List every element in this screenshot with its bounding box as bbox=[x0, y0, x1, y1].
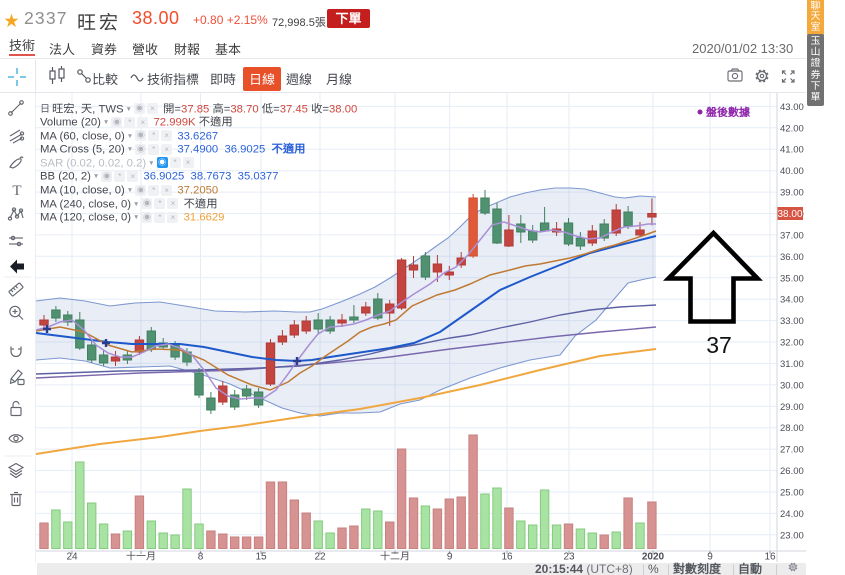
svg-text:T: T bbox=[12, 183, 21, 199]
svg-text:33.00: 33.00 bbox=[780, 316, 804, 327]
svg-text:22: 22 bbox=[314, 552, 326, 563]
svg-text:40.00: 40.00 bbox=[780, 166, 804, 177]
svg-text:16: 16 bbox=[501, 552, 513, 563]
svg-text:十一月: 十一月 bbox=[126, 551, 156, 563]
svg-text:38.00: 38.00 bbox=[777, 209, 802, 220]
svg-text:15: 15 bbox=[255, 552, 267, 563]
svg-text:36.00: 36.00 bbox=[780, 252, 804, 263]
svg-text:16: 16 bbox=[764, 552, 776, 563]
svg-text:24.00: 24.00 bbox=[780, 509, 804, 520]
svg-text:39.00: 39.00 bbox=[780, 188, 804, 199]
svg-text:41.00: 41.00 bbox=[780, 145, 804, 156]
svg-text:十二月: 十二月 bbox=[380, 551, 410, 563]
svg-text:9: 9 bbox=[447, 552, 453, 563]
svg-text:2020: 2020 bbox=[642, 552, 665, 563]
svg-text:31.00: 31.00 bbox=[780, 359, 804, 370]
svg-text:37.00: 37.00 bbox=[780, 230, 804, 241]
svg-text:盤後數據: 盤後數據 bbox=[705, 106, 751, 119]
svg-text:28.00: 28.00 bbox=[780, 423, 804, 434]
svg-text:30.00: 30.00 bbox=[780, 380, 804, 391]
svg-text:32.00: 32.00 bbox=[780, 338, 804, 349]
svg-text:24: 24 bbox=[66, 552, 78, 563]
svg-text:9: 9 bbox=[707, 552, 713, 563]
svg-text:37: 37 bbox=[706, 332, 732, 358]
svg-text:42.00: 42.00 bbox=[780, 123, 804, 134]
svg-text:23.00: 23.00 bbox=[780, 530, 804, 541]
svg-text:26.00: 26.00 bbox=[780, 466, 804, 477]
svg-text:43.00: 43.00 bbox=[780, 102, 804, 113]
svg-text:23: 23 bbox=[563, 552, 575, 563]
svg-text:35.00: 35.00 bbox=[780, 273, 804, 284]
svg-text:25.00: 25.00 bbox=[780, 488, 804, 499]
svg-text:29.00: 29.00 bbox=[780, 402, 804, 413]
svg-text:8: 8 bbox=[198, 552, 204, 563]
svg-text:27.00: 27.00 bbox=[780, 445, 804, 456]
svg-text:34.00: 34.00 bbox=[780, 295, 804, 306]
